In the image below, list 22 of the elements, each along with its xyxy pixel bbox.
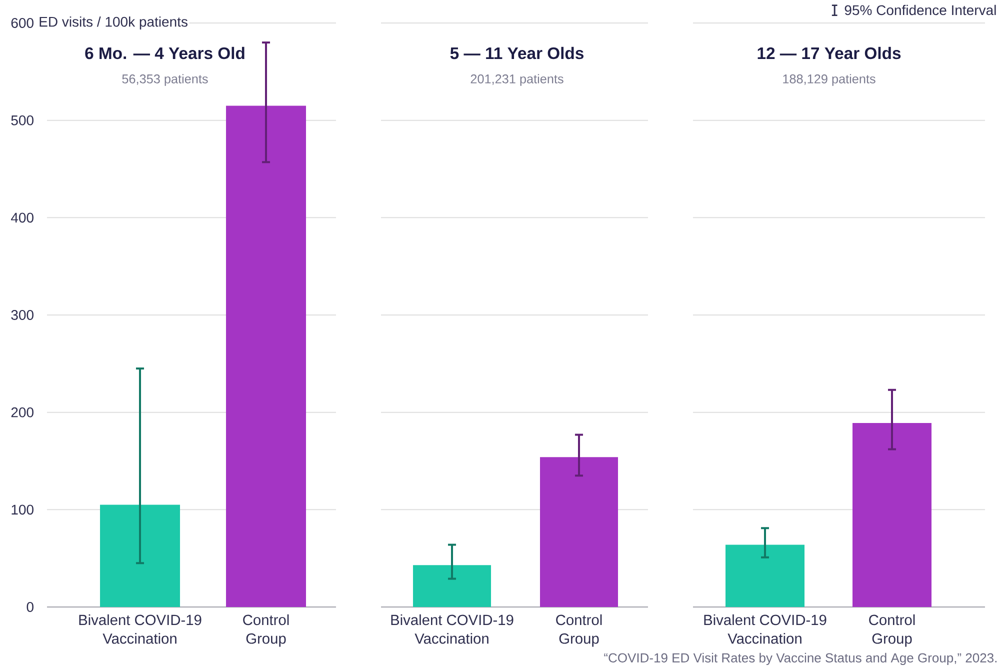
text: 201,231 patients [470, 74, 564, 86]
x-tick-label: Control Group [869, 614, 915, 647]
y-tick-label: 600 [11, 18, 34, 28]
x-tick-label: Bivalent COVID-19 Vaccination [79, 614, 202, 644]
text: 5 — 11 Year Olds [450, 46, 584, 60]
y-tick-label: 300 [11, 310, 34, 320]
text: 12 — 17 Year Olds [758, 46, 901, 60]
text: 56,353 patients [122, 74, 208, 86]
x-tick-label: Bivalent COVID-19 Vaccination [704, 614, 826, 644]
text: 6 Mo. — 4 Years Old [85, 46, 244, 60]
text: 95% Confidence Interval [844, 4, 996, 16]
x-tick-label: Bivalent COVID-19 Vaccination [391, 614, 514, 644]
y-tick-label: 200 [11, 407, 34, 418]
text: “COVID-19 ED Visit Rates by Vaccine Status and Age Group,” 2023. [604, 652, 997, 666]
y-tick-label: 0 [26, 602, 34, 612]
x-tick-label: Control Group [556, 614, 602, 647]
x-tick-label: Control Group [243, 614, 289, 647]
y-axis-title: ED visits / 100k patients [40, 16, 188, 30]
text: 188,129 patients [783, 74, 876, 86]
y-tick-label: 500 [11, 115, 34, 126]
y-tick-label: 100 [12, 504, 34, 515]
y-tick-label: 400 [10, 212, 34, 223]
